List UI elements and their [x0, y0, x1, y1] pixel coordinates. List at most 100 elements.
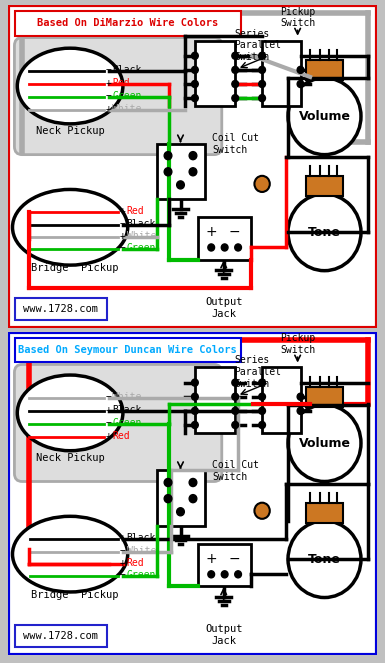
Circle shape [177, 508, 184, 516]
Circle shape [192, 95, 198, 101]
Circle shape [189, 168, 197, 176]
Circle shape [288, 521, 361, 597]
Text: Tone: Tone [308, 553, 341, 566]
Circle shape [259, 393, 266, 400]
Circle shape [297, 393, 304, 400]
Bar [262, 40, 301, 106]
Text: Series
Parallel
Switch: Series Parallel Switch [234, 355, 281, 389]
Circle shape [259, 407, 266, 414]
Ellipse shape [12, 190, 128, 265]
Circle shape [235, 244, 241, 251]
Bar [198, 217, 251, 260]
Circle shape [297, 66, 304, 74]
Circle shape [192, 52, 198, 59]
Circle shape [189, 479, 197, 487]
Circle shape [259, 80, 266, 88]
Text: Green: Green [127, 570, 156, 580]
Circle shape [297, 80, 304, 88]
Text: +: + [105, 405, 112, 415]
Circle shape [177, 181, 184, 189]
Text: −: − [120, 219, 126, 229]
Bar [156, 143, 204, 199]
Circle shape [259, 95, 266, 101]
Text: Volume: Volume [298, 437, 350, 450]
Text: Red: Red [127, 206, 144, 216]
Bar [15, 11, 241, 36]
Bar [306, 176, 343, 196]
Text: −: − [120, 546, 126, 556]
Text: +: + [105, 104, 112, 114]
Circle shape [235, 571, 241, 578]
Text: Green: Green [112, 91, 142, 101]
Text: Red: Red [112, 78, 130, 88]
Text: +: + [206, 552, 217, 566]
Circle shape [232, 66, 239, 74]
Circle shape [189, 495, 197, 503]
Text: −: − [120, 570, 126, 580]
Text: −: − [105, 392, 112, 402]
Circle shape [232, 95, 239, 101]
Text: Pickup
Switch: Pickup Switch [280, 333, 315, 355]
Circle shape [232, 422, 239, 428]
Circle shape [297, 407, 304, 414]
Circle shape [232, 393, 239, 400]
Text: Red: Red [127, 558, 144, 568]
Text: −: − [105, 65, 112, 75]
Circle shape [259, 66, 266, 74]
Bar [15, 338, 241, 363]
Text: Bridge  Pickup: Bridge Pickup [31, 589, 119, 599]
Text: Black: Black [112, 65, 142, 75]
Text: Neck Pickup: Neck Pickup [36, 127, 104, 137]
Ellipse shape [17, 48, 123, 124]
Text: +: + [120, 231, 126, 241]
Circle shape [232, 407, 239, 414]
FancyBboxPatch shape [14, 365, 222, 481]
Text: Neck Pickup: Neck Pickup [36, 453, 104, 463]
Circle shape [259, 422, 266, 428]
Circle shape [192, 80, 198, 88]
Text: Based On Seymour Duncan Wire Colors: Based On Seymour Duncan Wire Colors [18, 345, 237, 355]
Text: White: White [127, 231, 156, 241]
Bar [306, 60, 343, 80]
Circle shape [164, 479, 172, 487]
Circle shape [259, 52, 266, 59]
Bar [15, 298, 107, 320]
Bar [195, 40, 235, 106]
Text: −: − [105, 91, 112, 101]
Text: White: White [127, 546, 156, 556]
Text: www.1728.com: www.1728.com [23, 304, 98, 314]
Circle shape [288, 78, 361, 154]
Text: Green: Green [112, 418, 142, 428]
Text: Black: Black [112, 405, 142, 415]
Circle shape [254, 503, 270, 519]
Bar [156, 470, 204, 526]
Text: Volume: Volume [298, 110, 350, 123]
Text: Green: Green [127, 243, 156, 253]
Text: Coil Cut
Switch: Coil Cut Switch [212, 460, 259, 482]
Text: White: White [112, 104, 142, 114]
Bar [306, 503, 343, 523]
Text: Red: Red [112, 431, 130, 441]
FancyBboxPatch shape [14, 38, 222, 154]
Text: Output
Jack: Output Jack [205, 297, 243, 319]
Circle shape [208, 571, 214, 578]
Circle shape [164, 495, 172, 503]
Ellipse shape [17, 375, 123, 451]
Bar [198, 544, 251, 587]
Text: −: − [105, 418, 112, 428]
Bar [306, 387, 343, 407]
Circle shape [259, 379, 266, 386]
Circle shape [221, 244, 228, 251]
Text: −: − [120, 243, 126, 253]
Text: Bridge  Pickup: Bridge Pickup [31, 263, 119, 272]
Text: Based On DiMarzio Wire Colors: Based On DiMarzio Wire Colors [37, 19, 218, 29]
Circle shape [192, 393, 198, 400]
Circle shape [192, 379, 198, 386]
Circle shape [164, 168, 172, 176]
Circle shape [288, 194, 361, 271]
Circle shape [221, 571, 228, 578]
Circle shape [192, 422, 198, 428]
Text: +: + [105, 78, 112, 88]
Circle shape [208, 244, 214, 251]
Circle shape [192, 66, 198, 74]
